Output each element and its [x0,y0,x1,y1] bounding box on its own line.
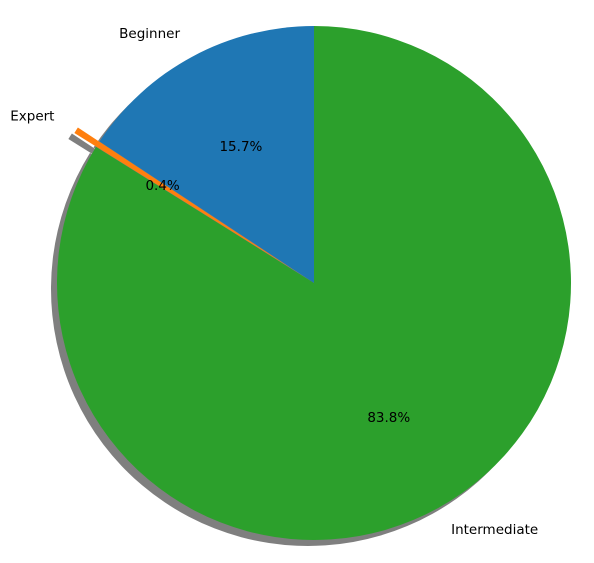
slice-expert [74,127,293,270]
percent-label-intermediate: 83.8% [367,410,410,426]
slice-intermediate [56,26,571,540]
category-label-expert: Expert [10,108,54,124]
category-label-intermediate: Intermediate [451,522,538,538]
percent-label-expert: 0.4% [145,178,179,194]
category-label-beginner: Beginner [119,26,180,42]
slice-labels: Beginner 15.7% Expert 0.4% Intermediate 83.8% [10,26,538,538]
percent-label-beginner: 15.7% [219,139,262,155]
pie-slices [56,26,571,540]
slice-beginner [99,26,314,283]
